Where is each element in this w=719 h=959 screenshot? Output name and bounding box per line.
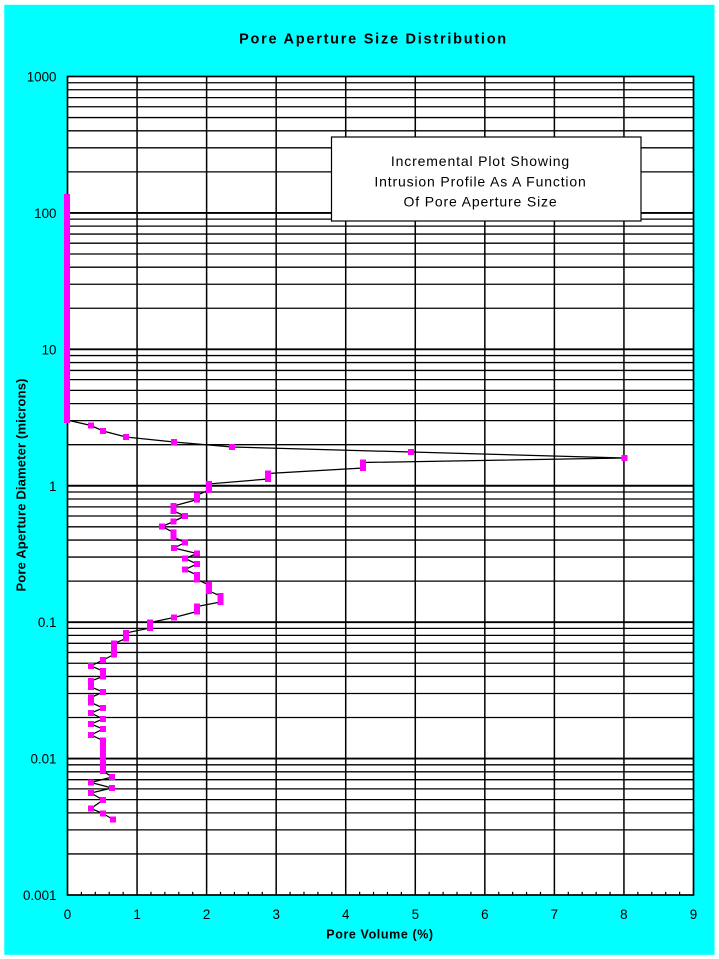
svg-text:1000: 1000 bbox=[27, 70, 57, 85]
svg-text:5: 5 bbox=[412, 907, 419, 922]
svg-text:1: 1 bbox=[49, 479, 56, 494]
svg-text:0.1: 0.1 bbox=[38, 615, 57, 630]
svg-text:Pore Aperture Diameter (micron: Pore Aperture Diameter (microns) bbox=[14, 378, 29, 591]
svg-text:Of Pore Aperture Size: Of Pore Aperture Size bbox=[403, 194, 557, 210]
svg-text:8: 8 bbox=[620, 907, 627, 922]
svg-text:7: 7 bbox=[551, 907, 558, 922]
svg-text:0.001: 0.001 bbox=[23, 888, 57, 903]
svg-text:Incremental Plot Showing: Incremental Plot Showing bbox=[391, 153, 570, 169]
svg-text:Pore Aperture Size Distributio: Pore Aperture Size Distribution bbox=[239, 32, 508, 48]
svg-text:1: 1 bbox=[133, 907, 140, 922]
svg-text:Intrusion Profile As A Functio: Intrusion Profile As A Function bbox=[374, 173, 586, 189]
svg-text:3: 3 bbox=[272, 907, 279, 922]
svg-text:9: 9 bbox=[690, 907, 697, 922]
svg-text:4: 4 bbox=[342, 907, 350, 922]
svg-text:0.01: 0.01 bbox=[30, 752, 56, 767]
svg-text:10: 10 bbox=[42, 342, 57, 357]
svg-text:2: 2 bbox=[203, 907, 210, 922]
svg-text:0: 0 bbox=[64, 907, 71, 922]
svg-text:6: 6 bbox=[481, 907, 488, 922]
svg-text:100: 100 bbox=[34, 206, 56, 221]
svg-text:Pore Volume (%): Pore Volume (%) bbox=[326, 928, 433, 942]
